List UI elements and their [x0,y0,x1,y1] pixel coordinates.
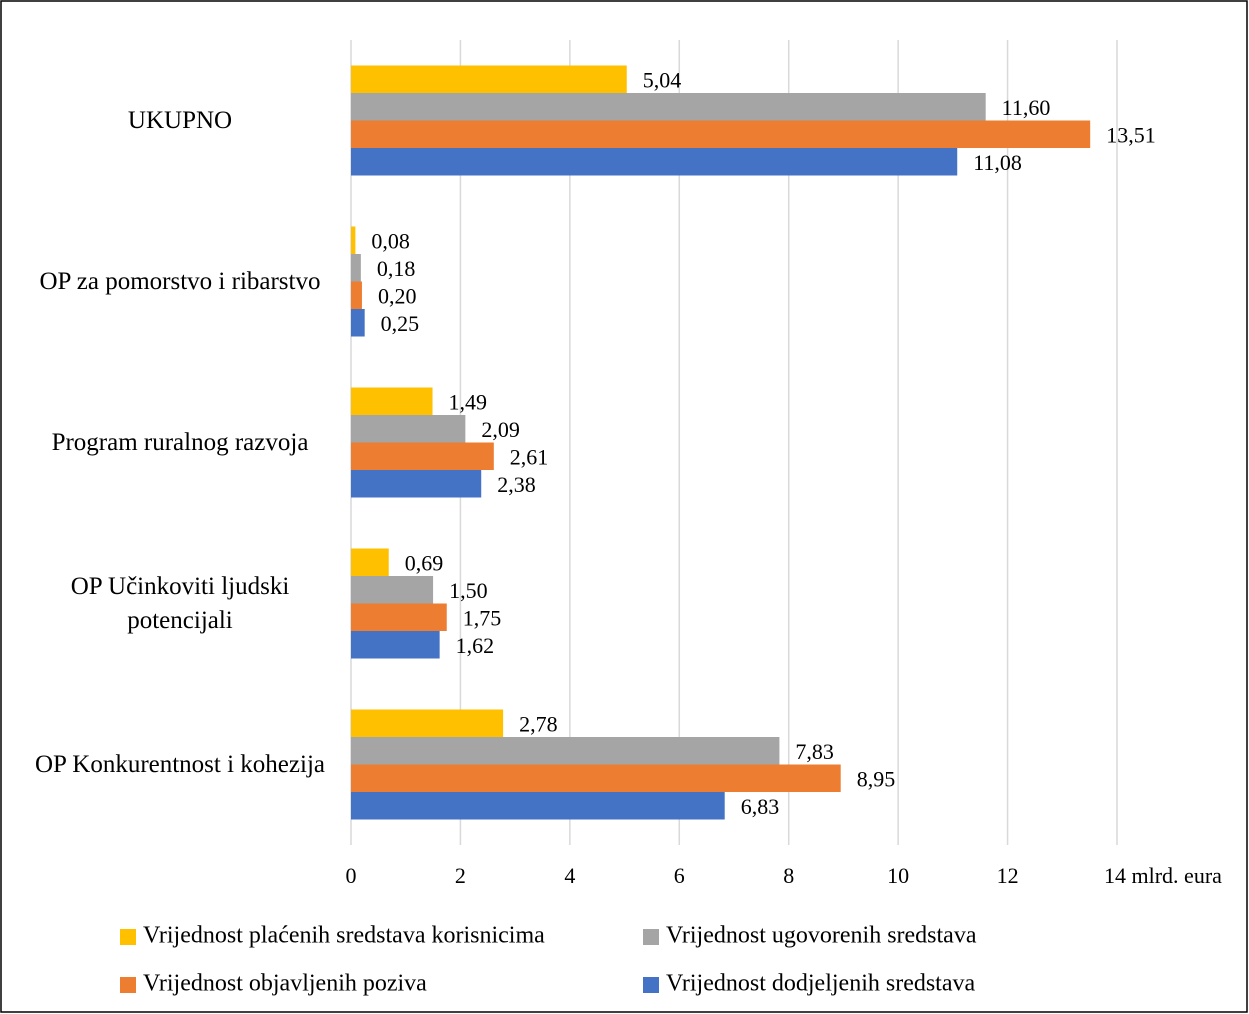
value-label: 1,75 [463,605,502,630]
bar [351,415,466,443]
category-label: OP za pomorstvo i ribarstvo [39,267,321,295]
x-tick-label: 10 [887,863,909,888]
bar [351,442,494,470]
value-label: 0,25 [381,311,420,336]
bar [351,737,780,765]
bar [351,792,725,820]
value-label: 7,83 [795,739,834,764]
bar [351,65,627,93]
bar [351,764,841,792]
value-label: 5,04 [643,67,682,92]
legend-swatch [643,929,659,945]
value-label: 1,49 [449,389,488,414]
bar [351,631,440,659]
value-label: 1,50 [449,578,488,603]
value-label: 2,61 [510,444,549,469]
value-label: 13,51 [1106,122,1156,147]
bar [351,120,1091,148]
category-label: OP Konkurentnost i kohezija [34,750,325,778]
bar [351,548,389,576]
legend-swatch [120,929,136,945]
x-tick-label: 8 [783,863,794,888]
x-tick-label: 0 [346,863,357,888]
bar [351,709,504,737]
bar [351,603,447,631]
bar [351,470,482,498]
bar [351,309,365,337]
legend-label: Vrijednost dodjeljenih sredstava [666,971,976,997]
value-label: 2,09 [481,417,520,442]
value-label: 2,78 [519,711,558,736]
value-label: 0,18 [377,256,416,281]
bar [351,254,361,282]
value-label: 0,69 [405,550,444,575]
category-label: OP Učinkoviti ljudski potencijali [70,572,290,634]
legend-label: Vrijednost objavljenih poziva [143,971,427,997]
value-label: 0,20 [378,283,417,308]
value-label: 6,83 [741,794,780,819]
value-label: 0,08 [371,228,410,253]
bar [351,281,362,309]
category-label: UKUPNO [127,106,233,134]
x-tick-label: 12 [997,863,1019,888]
value-label: 11,60 [1002,95,1051,120]
legend-label: Vrijednost ugovorenih sredstava [666,923,977,949]
bar [351,226,356,254]
bar [351,148,958,176]
value-label: 1,62 [456,633,495,658]
x-tick-label: 6 [674,863,685,888]
value-label: 11,08 [973,150,1022,175]
x-tick-label: 14 mlrd. eura [1104,863,1222,888]
legend-swatch [643,977,659,993]
legend-swatch [120,977,136,993]
category-label: Program ruralnog razvoja [51,428,309,456]
x-tick-label: 4 [564,863,575,888]
bar [351,387,433,415]
legend-label: Vrijednost plaćenih sredstava korisnicim… [143,923,545,949]
bar [351,93,986,121]
value-label: 2,38 [497,472,535,497]
x-tick-label: 2 [455,863,466,888]
bar [351,576,434,604]
value-label: 8,95 [857,766,896,791]
